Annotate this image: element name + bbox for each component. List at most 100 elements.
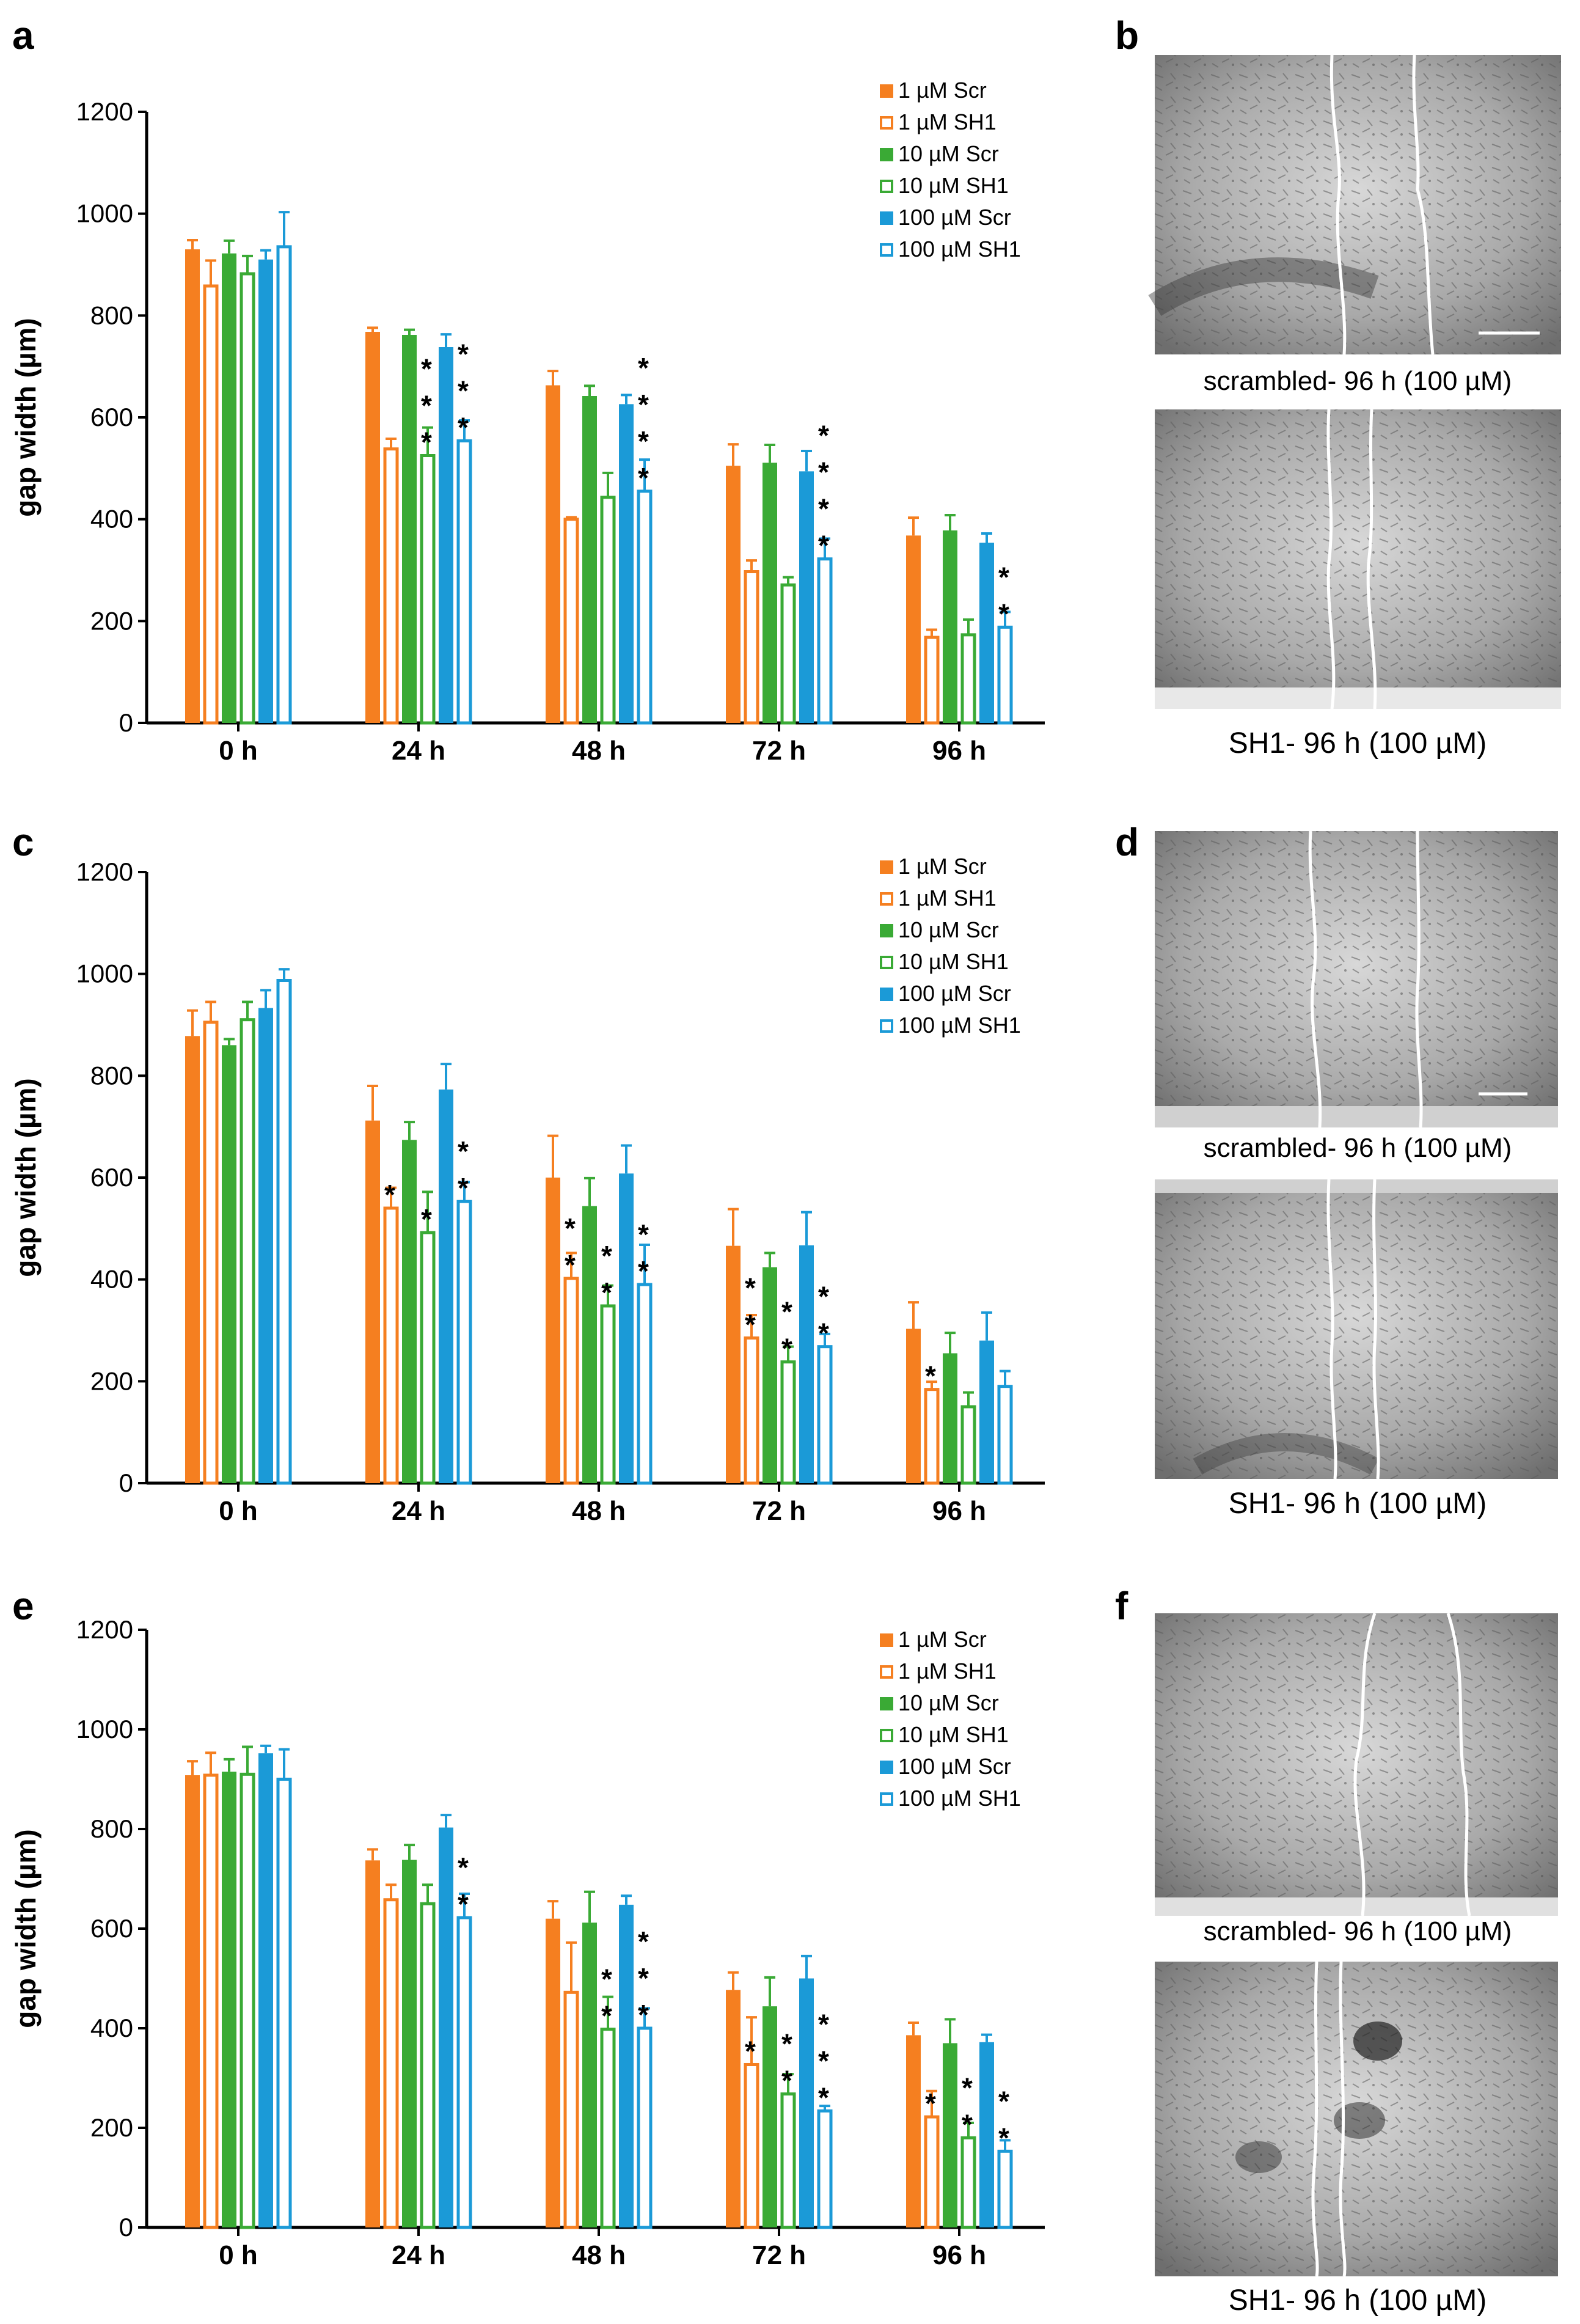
- legend-swatch: [880, 1019, 893, 1033]
- significance-star: *: [818, 456, 829, 488]
- bar: [763, 463, 777, 723]
- bar: [780, 1360, 796, 1485]
- bar: [240, 272, 255, 725]
- bar: [456, 1916, 472, 2229]
- micrograph-b-scrambled: [1148, 54, 1561, 355]
- significance-star: *: [745, 2035, 756, 2067]
- bar: [258, 1753, 273, 2227]
- bar: [276, 245, 292, 725]
- legend-label: 1 µM SH1: [898, 885, 997, 911]
- x-tick-label: 0 h: [219, 1496, 258, 1526]
- legend-swatch: [880, 988, 893, 1001]
- bar: [240, 1018, 255, 1485]
- significance-star: *: [601, 1277, 612, 1308]
- bar: [439, 1089, 453, 1483]
- significance-star: *: [818, 2008, 829, 2040]
- significance-star: *: [421, 353, 432, 385]
- bar: [600, 496, 616, 725]
- x-tick-label: 0 h: [219, 2240, 258, 2270]
- x-tick-label: 72 h: [752, 1496, 806, 1526]
- caption-f-sh1: SH1- 96 h (100 µM): [1229, 2284, 1487, 2317]
- significance-star: *: [638, 462, 649, 494]
- bar: [817, 557, 833, 725]
- y-tick-label: 1200: [76, 97, 133, 126]
- bar: [258, 1008, 273, 1483]
- x-tick-label: 48 h: [572, 1496, 626, 1526]
- bar: [726, 1245, 741, 1483]
- y-tick-label: 400: [90, 505, 133, 533]
- y-axis-label: gap width (µm): [10, 1829, 42, 2028]
- significance-star: *: [925, 1360, 936, 1392]
- bar: [276, 979, 292, 1485]
- significance-star: *: [638, 425, 649, 457]
- bar: [546, 1918, 560, 2227]
- y-tick-label: 1000: [76, 959, 133, 988]
- significance-star: *: [925, 2088, 936, 2119]
- significance-star: *: [384, 1179, 395, 1211]
- bar: [185, 1036, 200, 1483]
- bar: [456, 1200, 472, 1485]
- bar: [258, 259, 273, 724]
- bar: [222, 1772, 236, 2227]
- legend-label: 10 µM SH1: [898, 949, 1009, 974]
- significance-star: *: [421, 1203, 432, 1235]
- significance-star: *: [818, 2045, 829, 2077]
- bar: [997, 1385, 1013, 1485]
- legend-swatch: [880, 892, 893, 906]
- significance-star: *: [818, 1318, 829, 1349]
- significance-star: *: [781, 2028, 792, 2060]
- legend-swatch: [880, 243, 893, 257]
- significance-star: *: [638, 352, 649, 384]
- legend-label: 10 µM SH1: [898, 1722, 1009, 1747]
- bar: [222, 1045, 236, 1483]
- significance-star: *: [638, 1962, 649, 1994]
- legend-swatch: [880, 1665, 893, 1679]
- bar: [439, 1827, 453, 2227]
- bar: [619, 404, 634, 723]
- significance-star: *: [601, 2000, 612, 2032]
- significance-star: *: [638, 1219, 649, 1250]
- bar: [906, 1329, 921, 1483]
- y-tick-label: 800: [90, 1061, 133, 1090]
- significance-star: *: [818, 420, 829, 452]
- bar: [383, 1206, 399, 1485]
- bar: [979, 1340, 994, 1483]
- bar: [817, 2109, 833, 2229]
- legend-swatch: [880, 116, 893, 130]
- legend-swatch: [880, 1761, 893, 1774]
- bar: [979, 2042, 994, 2227]
- bar: [744, 570, 759, 725]
- bar: [456, 439, 472, 725]
- legend-label: 100 µM Scr: [898, 981, 1011, 1006]
- micrograph-f-scrambled: [1155, 1613, 1558, 1916]
- bar: [799, 471, 814, 723]
- caption-d-scrambled: scrambled- 96 h (100 µM): [1204, 1133, 1512, 1163]
- legend-swatch: [880, 956, 893, 969]
- micrograph-d-scrambled: [1155, 830, 1558, 1128]
- bar: [997, 2149, 1013, 2229]
- legend-label: 100 µM SH1: [898, 236, 1021, 262]
- significance-star: *: [638, 389, 649, 420]
- legend-swatch: [880, 1792, 893, 1806]
- bar: [979, 543, 994, 723]
- legend-label: 10 µM Scr: [898, 141, 999, 166]
- significance-star: *: [781, 1333, 792, 1365]
- bar: [637, 2026, 653, 2229]
- bar: [582, 1923, 597, 2227]
- bar: [563, 1990, 579, 2229]
- bar: [203, 1021, 219, 1485]
- y-tick-label: 400: [90, 2014, 133, 2042]
- bar: [726, 1990, 741, 2227]
- bar: [763, 2006, 777, 2227]
- significance-star: *: [638, 1255, 649, 1287]
- y-tick-label: 600: [90, 1163, 133, 1192]
- x-tick-label: 48 h: [572, 2240, 626, 2270]
- y-tick-label: 0: [119, 1468, 133, 1497]
- significance-star: *: [421, 427, 432, 458]
- legend-label: 10 µM SH1: [898, 173, 1009, 198]
- bar: [943, 1353, 957, 1483]
- y-tick-label: 800: [90, 1814, 133, 1843]
- caption-d-sh1: SH1- 96 h (100 µM): [1229, 1487, 1487, 1520]
- legend-swatch: [880, 211, 893, 225]
